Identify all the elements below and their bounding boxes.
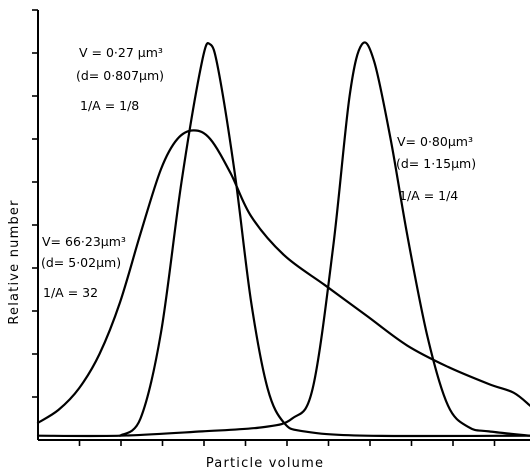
annotation-ratio: 1/A = 32 [43,285,98,300]
annotation-volume: V= 0·80µm³ [397,134,473,149]
annotation-volume: V = 0·27 µm³ [79,45,163,60]
y-axis-label: Relative number [7,199,22,324]
curves [36,41,530,438]
x-axis-label: Particle volume [206,456,324,471]
series-line-2 [118,42,530,438]
annotation-volume: V= 66·23µm³ [42,234,126,249]
series-line-1 [36,129,530,424]
series-line-3 [36,41,530,438]
annotation-diameter: (d= 5·02µm) [41,255,121,270]
y-ticks [32,9,38,398]
annotation-ratio: 1/A = 1/4 [399,188,458,203]
annotation-series-2: V = 0·27 µm³ (d= 0·807µm) 1/A = 1/8 [76,45,164,113]
annotation-series-3: V= 0·80µm³ (d= 1·15µm) 1/A = 1/4 [396,134,476,203]
annotation-diameter: (d= 1·15µm) [396,156,476,171]
x-ticks [78,440,496,446]
annotation-ratio: 1/A = 1/8 [80,98,139,113]
annotation-diameter: (d= 0·807µm) [76,68,164,83]
annotation-series-1: V= 66·23µm³ (d= 5·02µm) 1/A = 32 [41,234,126,300]
